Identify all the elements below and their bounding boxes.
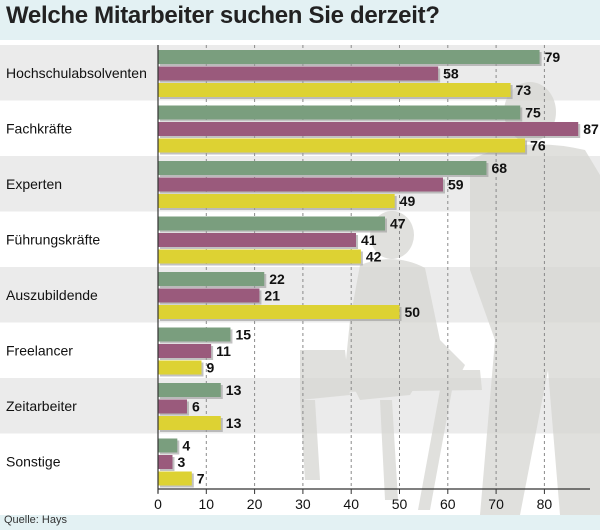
bar-chart: Hochschulabsolventen795873Fachkräfte7587…: [0, 45, 600, 515]
category-label: Fachkräfte: [6, 120, 72, 136]
value-label: 79: [545, 49, 561, 65]
value-label: 59: [448, 177, 464, 193]
source-note: Quelle: Hays: [4, 514, 67, 526]
bar: [158, 455, 173, 469]
bar: [158, 216, 386, 231]
bar: [158, 138, 526, 153]
bar: [158, 305, 400, 319]
value-label: 42: [366, 249, 382, 265]
bar: [158, 344, 212, 358]
value-label: 7: [197, 471, 205, 487]
value-label: 73: [516, 82, 532, 98]
x-tick-label: 50: [392, 496, 408, 512]
value-label: 47: [390, 216, 406, 232]
category-label: Zeitarbeiter: [6, 398, 77, 414]
bar: [158, 50, 540, 64]
bar: [158, 399, 187, 414]
value-label: 75: [525, 105, 541, 121]
bar: [158, 416, 221, 430]
value-label: 9: [206, 360, 214, 376]
category-label: Hochschulabsolventen: [6, 65, 147, 81]
x-tick-label: 60: [440, 496, 456, 512]
bar: [158, 83, 511, 97]
value-label: 13: [226, 415, 242, 431]
x-tick-label: 20: [247, 496, 263, 512]
chart-panel: Hochschulabsolventen 79 58 73 Fachkräfte 75 87…: [0, 40, 600, 515]
x-tick-label: 0: [154, 496, 162, 512]
category-label: Führungskräfte: [6, 231, 100, 247]
x-tick-label: 30: [295, 496, 311, 512]
value-label: 87: [583, 121, 599, 137]
x-tick-label: 70: [488, 496, 504, 512]
bar: [158, 122, 579, 136]
bar: [158, 194, 395, 208]
x-tick-label: 80: [537, 496, 553, 512]
chart-title: Welche Mitarbeiter suchen Sie derzeit?: [6, 2, 440, 29]
value-label: 68: [491, 160, 507, 176]
bar: [158, 233, 357, 247]
value-label: 6: [192, 399, 200, 415]
bar: [158, 288, 260, 303]
value-label: 13: [226, 382, 242, 398]
category-label: Auszubildende: [6, 287, 98, 303]
value-label: 41: [361, 232, 377, 248]
value-label: 11: [216, 343, 231, 359]
bar: [158, 249, 361, 264]
value-label: 21: [264, 288, 280, 304]
bar: [158, 177, 443, 192]
bar: [158, 105, 521, 120]
value-label: 58: [443, 66, 459, 82]
value-label: 22: [269, 271, 285, 287]
bar: [158, 272, 265, 286]
category-label: Freelancer: [6, 342, 73, 358]
value-label: 76: [530, 138, 546, 154]
value-label: 49: [400, 193, 416, 209]
bar: [158, 360, 202, 375]
value-label: 50: [405, 304, 421, 320]
x-tick-label: 10: [199, 496, 215, 512]
category-label: Sonstige: [6, 453, 61, 469]
value-label: 3: [177, 454, 185, 470]
value-label: 15: [235, 327, 251, 343]
value-label: 4: [182, 438, 190, 454]
bar: [158, 327, 231, 342]
bar: [158, 161, 487, 175]
x-tick-label: 40: [343, 496, 359, 512]
bar: [158, 383, 221, 397]
bar: [158, 471, 192, 486]
bar: [158, 438, 178, 453]
bar: [158, 66, 439, 81]
category-label: Experten: [6, 176, 62, 192]
